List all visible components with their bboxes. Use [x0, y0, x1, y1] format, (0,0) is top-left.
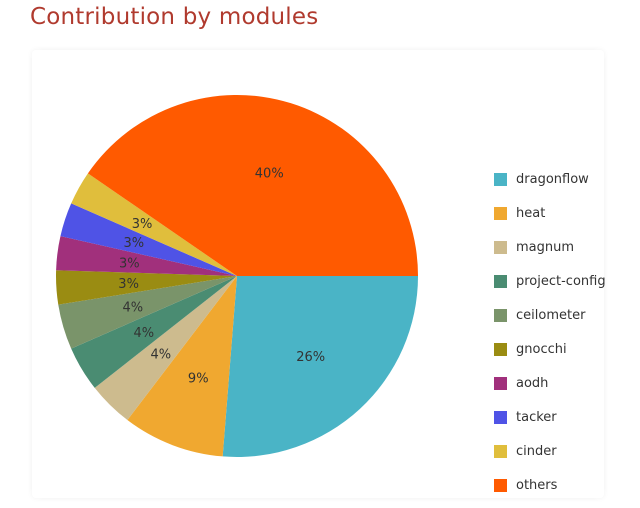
- legend-item-tacker[interactable]: tacker: [494, 400, 606, 434]
- slice-label-cinder: 3%: [132, 217, 153, 232]
- chart-panel: 26% 9% 4% 4% 4% 3% 3% 3% 3% 40% dragonflow heat mag…: [32, 50, 606, 498]
- slice-label-magnum: 4%: [151, 347, 172, 362]
- pie-slice-others[interactable]: [87, 95, 418, 276]
- legend-swatch: [494, 444, 507, 458]
- slice-label-gnocchi: 3%: [118, 277, 139, 292]
- legend-label: magnum: [516, 239, 575, 255]
- slice-label-ceilometer: 4%: [122, 301, 143, 316]
- pie-slice-tacker[interactable]: [60, 203, 238, 276]
- chart-legend: dragonflow heat magnum project-config ceilom…: [494, 162, 606, 502]
- legend-label: cinder: [516, 443, 557, 459]
- legend-swatch: [494, 410, 507, 424]
- pie-slice-project-config[interactable]: [71, 276, 237, 388]
- slice-label-project-config: 4%: [134, 326, 155, 341]
- pie-slice-heat[interactable]: [127, 276, 237, 457]
- pie-chart: 26% 9% 4% 4% 4% 3% 3% 3% 3% 40%: [56, 95, 418, 457]
- legend-item-project-config[interactable]: project-config: [494, 264, 606, 298]
- legend-swatch: [494, 274, 507, 288]
- legend-swatch: [494, 376, 507, 390]
- legend-swatch: [494, 478, 507, 492]
- pie-slice-aodh[interactable]: [56, 236, 237, 276]
- pie-slice-magnum[interactable]: [94, 276, 237, 421]
- pie-slice-gnocchi[interactable]: [56, 270, 237, 305]
- pie-slice-ceilometer[interactable]: [58, 276, 237, 349]
- legend-swatch: [494, 206, 507, 220]
- legend-swatch: [494, 172, 507, 186]
- legend-label: gnocchi: [516, 341, 567, 357]
- legend-label: others: [516, 477, 558, 493]
- legend-item-magnum[interactable]: magnum: [494, 230, 606, 264]
- legend-label: project-config: [516, 273, 606, 289]
- legend-label: heat: [516, 205, 546, 221]
- legend-item-dragonflow[interactable]: dragonflow: [494, 162, 606, 196]
- legend-label: ceilometer: [516, 307, 586, 323]
- legend-swatch: [494, 308, 507, 322]
- legend-item-others[interactable]: others: [494, 468, 606, 502]
- slice-label-aodh: 3%: [119, 256, 140, 271]
- legend-item-cinder[interactable]: cinder: [494, 434, 606, 468]
- slice-label-dragonflow: 26%: [296, 350, 325, 365]
- slice-label-others: 40%: [255, 166, 284, 181]
- legend-item-heat[interactable]: heat: [494, 196, 606, 230]
- pie-slice-dragonflow[interactable]: [222, 276, 418, 457]
- legend-item-ceilometer[interactable]: ceilometer: [494, 298, 606, 332]
- legend-item-gnocchi[interactable]: gnocchi: [494, 332, 606, 366]
- pie-slice-cinder[interactable]: [71, 173, 237, 276]
- legend-swatch: [494, 342, 507, 356]
- page-title: Contribution by modules: [30, 4, 319, 30]
- legend-label: aodh: [516, 375, 549, 391]
- legend-swatch: [494, 240, 507, 254]
- slice-label-heat: 9%: [188, 371, 209, 386]
- slice-label-tacker: 3%: [124, 236, 145, 251]
- legend-label: dragonflow: [516, 171, 589, 187]
- legend-label: tacker: [516, 409, 557, 425]
- legend-item-aodh[interactable]: aodh: [494, 366, 606, 400]
